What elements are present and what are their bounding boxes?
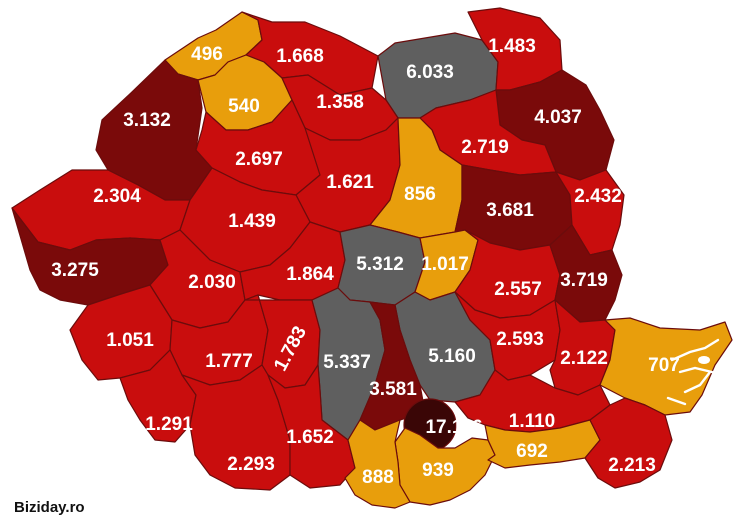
- county-label-buzau: 2.593: [496, 329, 544, 350]
- county-labels: 496 1.668 6.033 1.483 3.132 540 1.358 4.037 2.69…: [51, 36, 680, 488]
- county-label-constanta: 2.213: [608, 455, 656, 476]
- county-label-suceava: 6.033: [406, 62, 454, 83]
- county-label-bucuresti: 17.116: [425, 417, 482, 438]
- county-label-ilfov: 939: [422, 460, 454, 481]
- county-label-bistrita-nasaud: 1.358: [316, 92, 364, 113]
- county-label-alba: 1.439: [228, 211, 276, 232]
- county-label-harghita: 856: [404, 184, 436, 205]
- county-label-calarasi: 692: [516, 441, 548, 462]
- county-label-covasna: 1.017: [421, 254, 469, 275]
- county-label-arges: 5.337: [323, 352, 371, 373]
- county-label-iasi: 4.037: [534, 107, 582, 128]
- county-label-maramures: 1.668: [276, 46, 324, 67]
- county-label-hunedoara: 2.030: [188, 272, 236, 293]
- county-label-timis: 3.275: [51, 260, 99, 281]
- county-galati: [549, 224, 623, 323]
- county-label-mures: 1.621: [326, 172, 374, 193]
- county-label-braila: 2.122: [560, 348, 608, 369]
- delta-channel: [683, 370, 712, 394]
- county-label-tulcea: 707: [648, 355, 680, 376]
- county-label-prahova: 5.160: [428, 346, 476, 367]
- county-regions: [11, 7, 733, 509]
- county-label-vrancea: 2.557: [494, 279, 542, 300]
- county-vaslui: [555, 169, 625, 256]
- county-label-galati: 3.719: [560, 270, 608, 291]
- county-label-salaj: 540: [228, 96, 260, 117]
- county-label-bacau: 3.681: [486, 200, 534, 221]
- county-label-botosani: 1.483: [488, 36, 536, 57]
- county-tulcea: [599, 317, 733, 416]
- county-label-dambovita: 3.581: [369, 379, 417, 400]
- county-teleorman: [344, 419, 411, 509]
- county-label-brasov: 5.312: [356, 254, 404, 275]
- county-label-arad: 2.304: [93, 186, 141, 207]
- county-label-bihor: 3.132: [123, 110, 171, 131]
- county-label-caras-severin: 1.051: [106, 330, 154, 351]
- county-label-satu-mare: 496: [191, 44, 223, 65]
- county-label-teleorman: 888: [362, 467, 394, 488]
- county-label-gorj: 1.777: [205, 351, 253, 372]
- county-label-cluj: 2.697: [235, 149, 283, 170]
- delta-channel: [678, 366, 714, 374]
- delta-lake: [698, 356, 710, 364]
- county-label-dolj: 2.293: [227, 454, 275, 475]
- delta-channel: [670, 338, 720, 362]
- county-label-mehedinti: 1.291: [145, 414, 193, 435]
- county-calarasi: [484, 419, 601, 469]
- county-label-ialomita: 1.110: [509, 411, 556, 432]
- county-constanta: [584, 397, 673, 489]
- watermark-text: Biziday.ro: [14, 499, 85, 516]
- county-label-vaslui: 2.432: [574, 186, 622, 207]
- county-label-olt: 1.652: [286, 427, 334, 448]
- county-label-sibiu: 1.864: [286, 264, 334, 285]
- delta-channel: [666, 396, 687, 406]
- danube-delta-detail: [666, 338, 720, 406]
- county-label-neamt: 2.719: [461, 137, 509, 158]
